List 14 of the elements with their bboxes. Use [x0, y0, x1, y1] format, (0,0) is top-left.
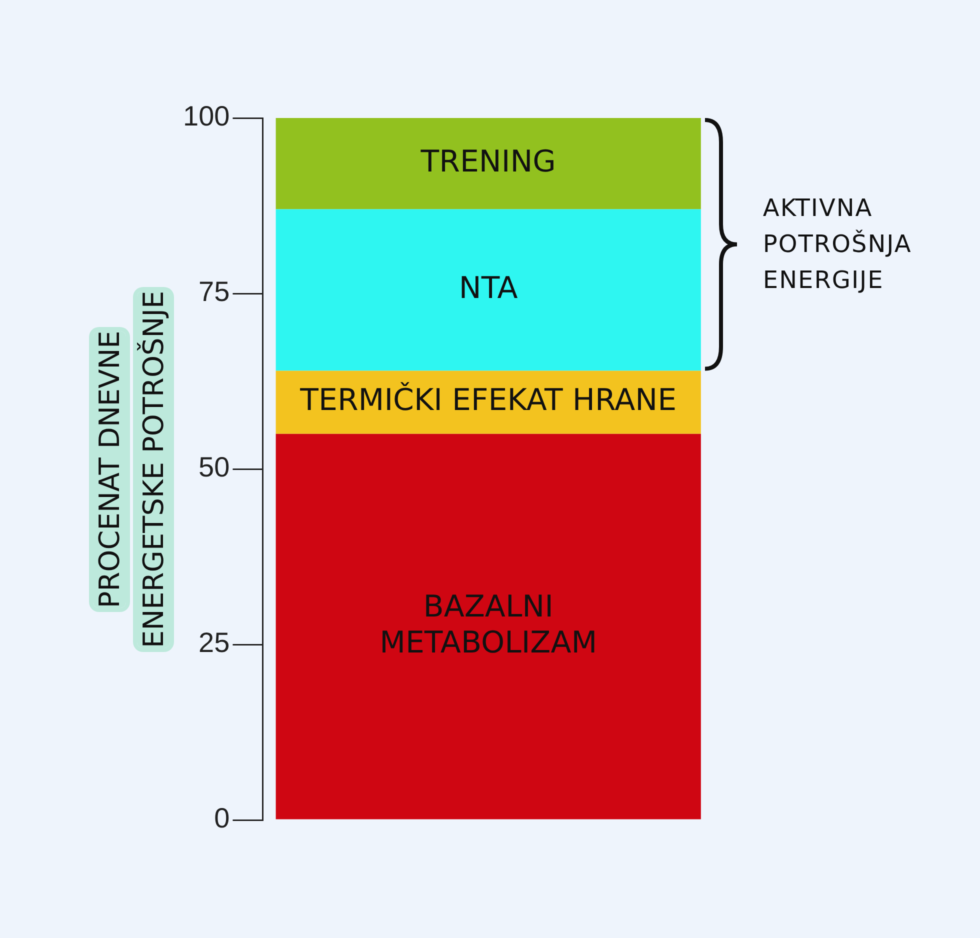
y-tick-label: 25: [198, 627, 230, 658]
series-label: BAZALNI METABOLIZAM: [380, 589, 598, 660]
y-tick-label: 0: [214, 802, 230, 834]
y-axis-title: PROCENAT DNEVNE ENERGETSKE POTROŠNJE: [93, 290, 170, 648]
y-tick-label: 50: [198, 452, 230, 483]
series-label: TERMIČKI EFEKAT HRANE: [299, 382, 677, 418]
series-label: TRENING: [420, 144, 556, 180]
y-tick-label: 100: [183, 100, 230, 132]
bar: [276, 118, 701, 210]
series-label: NTA: [458, 270, 518, 306]
bar: [276, 209, 701, 371]
y-tick-label: 75: [198, 276, 230, 308]
bar: [276, 434, 701, 820]
text: AKTIVNA POTROŠNJA ENERGIJE: [762, 193, 912, 296]
